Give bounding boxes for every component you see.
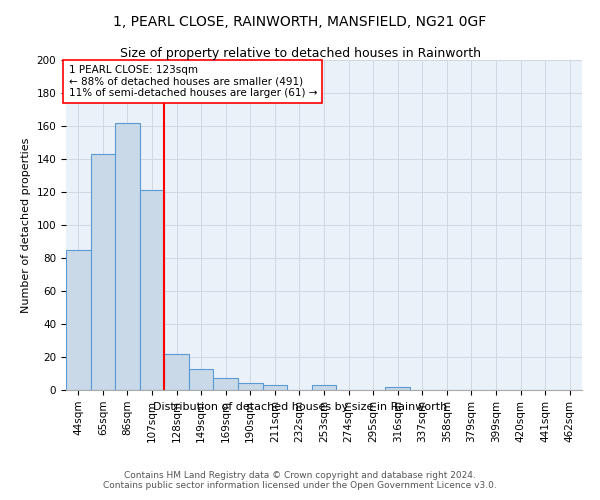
Bar	[164, 354, 189, 390]
Bar	[214, 378, 238, 390]
Text: 1 PEARL CLOSE: 123sqm
← 88% of detached houses are smaller (491)
11% of semi-det: 1 PEARL CLOSE: 123sqm ← 88% of detached …	[68, 65, 317, 98]
Bar	[115, 122, 140, 390]
Bar	[140, 190, 164, 390]
Bar	[238, 384, 263, 390]
Bar	[91, 154, 115, 390]
Text: Size of property relative to detached houses in Rainworth: Size of property relative to detached ho…	[119, 48, 481, 60]
Text: Contains HM Land Registry data © Crown copyright and database right 2024.
Contai: Contains HM Land Registry data © Crown c…	[103, 470, 497, 490]
Bar	[312, 385, 336, 390]
Y-axis label: Number of detached properties: Number of detached properties	[21, 138, 31, 312]
Bar	[189, 368, 214, 390]
Bar	[385, 386, 410, 390]
Text: 1, PEARL CLOSE, RAINWORTH, MANSFIELD, NG21 0GF: 1, PEARL CLOSE, RAINWORTH, MANSFIELD, NG…	[113, 15, 487, 29]
Text: Distribution of detached houses by size in Rainworth: Distribution of detached houses by size …	[153, 402, 447, 412]
Bar	[66, 250, 91, 390]
Bar	[263, 385, 287, 390]
